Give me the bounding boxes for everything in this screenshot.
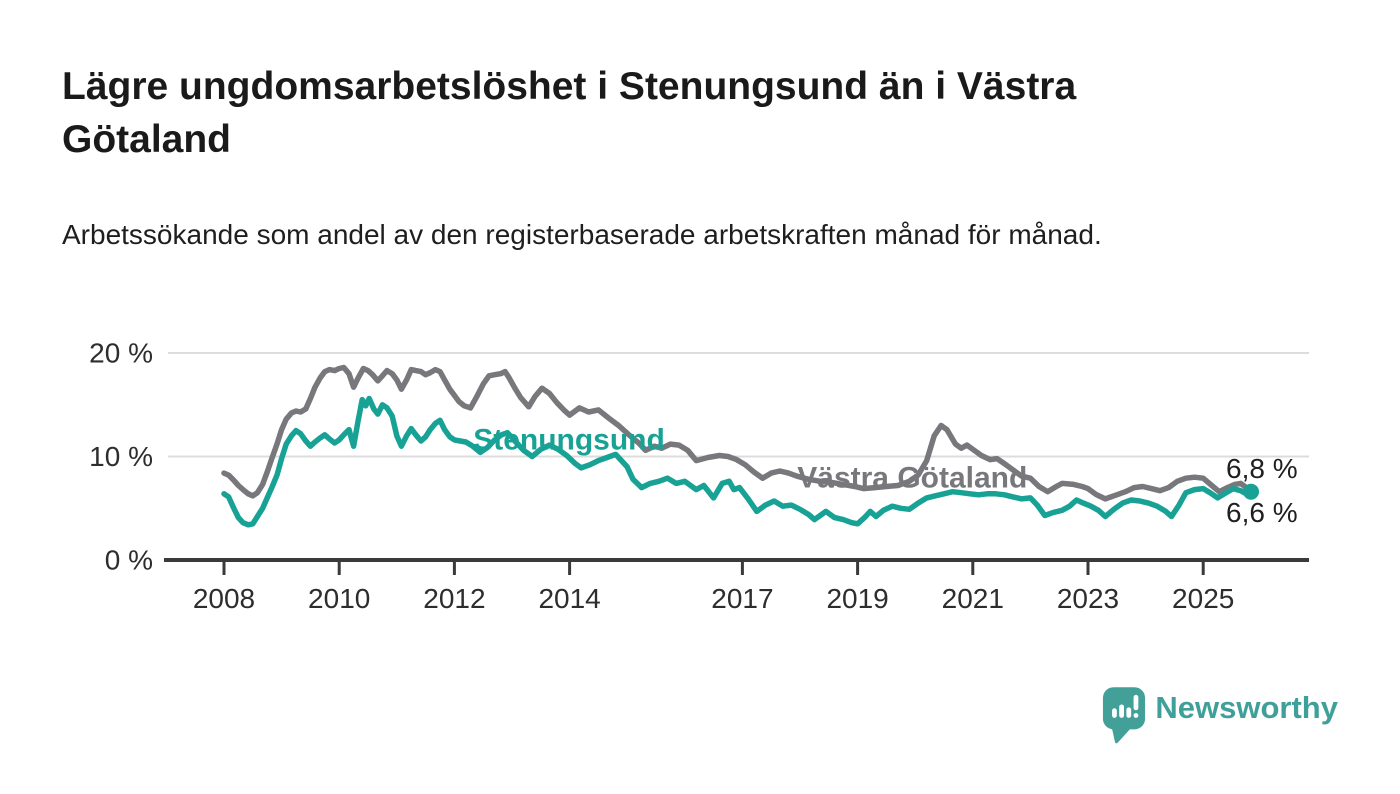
newsworthy-brand-text: Newsworthy xyxy=(1155,690,1338,725)
stenungsund-end-dot xyxy=(1243,483,1260,500)
x-tick-label: 2023 xyxy=(1057,583,1119,614)
newsworthy-logo: Newsworthy xyxy=(1102,686,1338,744)
end-value-label-vastra-gotaland: 6,8 % xyxy=(1226,453,1298,484)
y-tick-label: 20 % xyxy=(89,338,153,369)
series-label-vastra-gotaland: Västra Götaland xyxy=(797,462,1027,495)
unemployment-line-chart: 2008 2010 2012 2014 2017 2019 2021 2023 2025 0 % 1… xyxy=(89,338,1309,614)
x-tick-label: 2010 xyxy=(308,583,370,614)
x-tick-label: 2021 xyxy=(942,583,1004,614)
x-tick-label: 2017 xyxy=(711,583,773,614)
y-tick-label: 0 % xyxy=(105,545,153,576)
chart-title: Lägre ungdomsarbetslöshet i Stenungsund … xyxy=(62,65,1077,162)
vastra-gotaland-line xyxy=(221,364,1254,502)
bar-chart-exclamation-glyph xyxy=(1112,694,1139,718)
series-label-stenungsund: Stenungsund xyxy=(473,423,665,456)
stenungsund-line xyxy=(221,395,1254,528)
end-value-label-stenungsund: 6,6 % xyxy=(1226,497,1298,528)
x-tick-label: 2014 xyxy=(538,583,600,614)
x-tick-label: 2008 xyxy=(193,583,255,614)
x-tick-label: 2019 xyxy=(826,583,888,614)
x-tick-label: 2025 xyxy=(1172,583,1234,614)
chart-subtitle: Arbetssökande som andel av den registerb… xyxy=(62,219,1102,250)
y-tick-label: 10 % xyxy=(89,441,153,472)
x-tick-label: 2012 xyxy=(423,583,485,614)
newsworthy-logo-icon xyxy=(1103,687,1146,744)
